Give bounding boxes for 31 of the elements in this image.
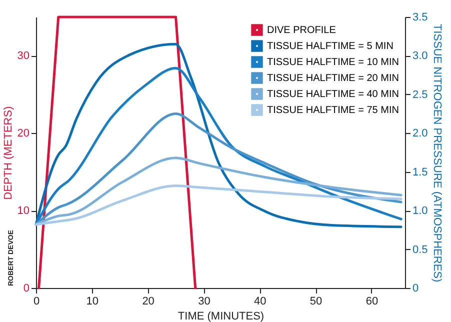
y2-tick-label: 1.5: [412, 166, 428, 178]
y2-tick-label: 3.5: [412, 12, 428, 24]
y-tick-label: 10: [17, 205, 30, 218]
x-tick-label: 0: [33, 296, 40, 308]
y2-tick-label: 0: [412, 282, 419, 294]
x-tick-label: 10: [86, 296, 99, 308]
x-tick-label: 40: [254, 296, 266, 308]
legend-label: TISSUE HALFTIME = 5 MIN: [267, 41, 394, 52]
x-axis-title: TIME (MINUTES): [178, 310, 264, 322]
legend-label: TISSUE HALFTIME = 40 MIN: [267, 89, 399, 100]
line-series: [34, 156, 402, 226]
y-axis-title: DEPTH (METERS): [2, 106, 14, 200]
line-series: [34, 112, 402, 226]
x-tick-label: 50: [310, 296, 322, 308]
y-tick-label: 0: [23, 282, 30, 294]
y2-tick-label: 3.0: [412, 50, 428, 62]
y2-tick-label: 2.0: [412, 128, 428, 140]
y2-axis-title: TISSUE NITROGEN PRESSURE (ATMOSPHERES): [430, 24, 443, 282]
y2-tick-label: 0.5: [412, 244, 428, 256]
legend-label: TISSUE HALFTIME = 75 MIN: [267, 105, 399, 116]
legend-label: TISSUE HALFTIME = 10 MIN: [267, 57, 399, 68]
y-tick-label: 20: [17, 128, 30, 140]
legend-label: DIVE PROFILE: [267, 25, 336, 36]
x-tick-label: 60: [366, 296, 378, 308]
y2-tick-label: 2.5: [412, 88, 428, 101]
legend-label: TISSUE HALFTIME = 20 MIN: [267, 73, 399, 84]
x-tick-label: 30: [198, 296, 210, 308]
line-series: [34, 184, 402, 226]
y2-tick-label: 1.0: [412, 205, 428, 218]
x-tick-label: 20: [142, 296, 154, 308]
y-tick-label: 30: [17, 50, 30, 62]
